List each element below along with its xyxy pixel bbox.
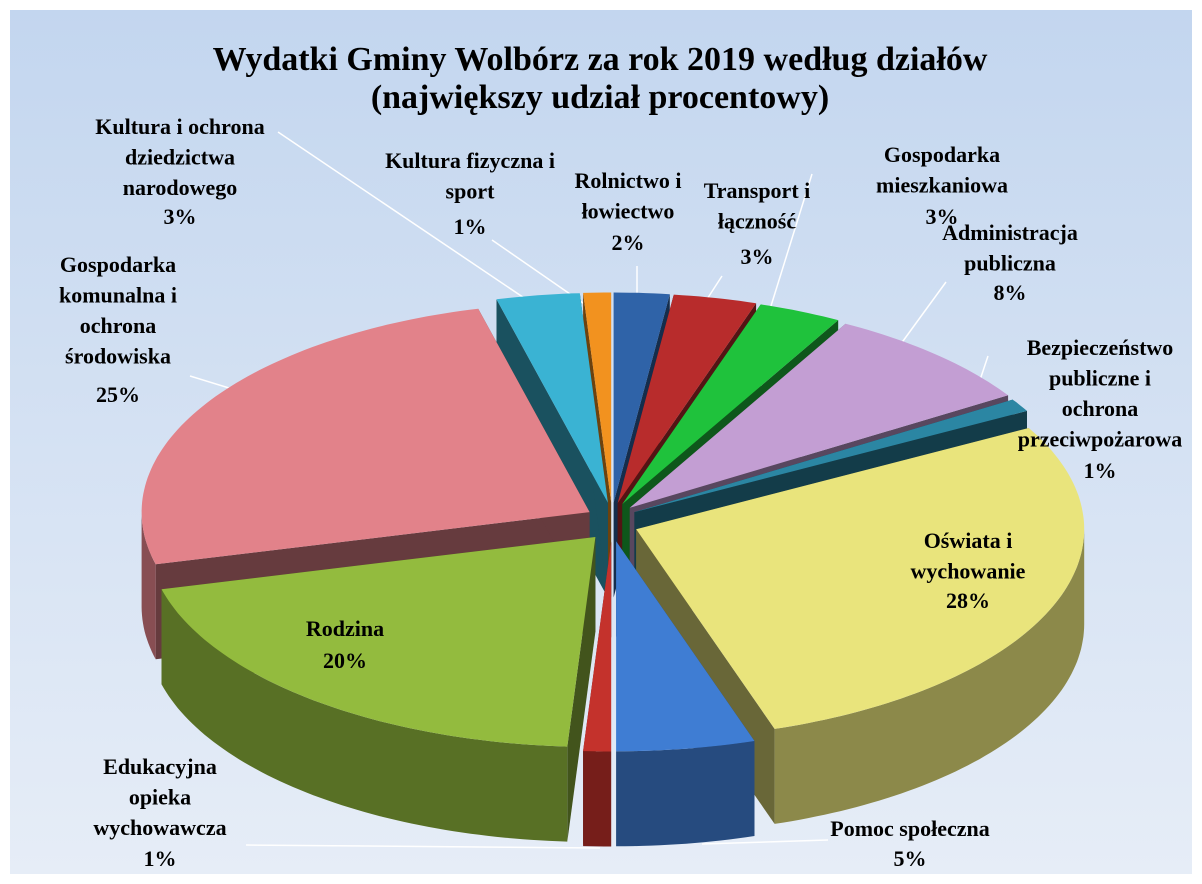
- slice: [613, 292, 670, 503]
- leader-line: [701, 839, 829, 845]
- slice-label: Pomoc społeczna: [830, 816, 989, 841]
- chart-subtitle: (największy udział procentowy): [371, 79, 829, 116]
- slice-value-label: 25%: [96, 382, 140, 407]
- leader-line: [765, 173, 813, 323]
- slice: [616, 541, 755, 752]
- slice-label: Rolnictwo i łowiectwo: [575, 168, 682, 224]
- slice-label: Kultura i ochrona dziedzictwa narodowego: [95, 114, 265, 200]
- slice: [141, 308, 590, 565]
- slice-label: Edukacyjna opieka wychowawcza: [93, 754, 226, 840]
- slice-label: Kultura fizyczna i sport: [385, 148, 555, 204]
- slice-label: Rodzina: [306, 616, 384, 641]
- leader-line: [277, 131, 546, 313]
- leader-lines: [189, 131, 989, 849]
- slice-value-label: 2%: [612, 230, 645, 255]
- slice-wall: [583, 751, 612, 847]
- slice: [583, 292, 612, 503]
- slice: [583, 541, 612, 752]
- slice-label: Bezpieczeństwo publiczne i ochrona przeciwp…: [1018, 335, 1183, 452]
- slice: [629, 323, 1009, 508]
- slice-value-label: 3%: [164, 204, 197, 229]
- pie: [141, 292, 1085, 847]
- slice-value-label: 3%: [926, 204, 959, 229]
- slice-value-label: 1%: [454, 214, 487, 239]
- slice-value-label: 20%: [323, 648, 367, 673]
- slice: [634, 399, 1027, 513]
- slice: [161, 537, 596, 747]
- slice-wall: [616, 741, 755, 847]
- slice-wall: [141, 512, 156, 660]
- slice: [617, 294, 757, 503]
- slice: [636, 428, 1085, 729]
- slice-label: Gospodarka mieszkaniowa: [876, 142, 1008, 198]
- slice-label: Gospodarka komunalna i ochrona środowiska: [59, 252, 177, 369]
- chart-title: Wydatki Gminy Wolbórz za rok 2019 według…: [213, 41, 988, 78]
- labels: Rolnictwo i łowiectwo 2% Transport i łącznoś…: [59, 114, 1182, 871]
- slice-value-label: 5%: [894, 846, 927, 871]
- slice-value-label: 8%: [994, 280, 1027, 305]
- slice-label: Administracja publiczna: [942, 220, 1078, 276]
- leader-line: [894, 281, 947, 353]
- slice-wall: [774, 529, 1085, 824]
- slice: [496, 293, 608, 503]
- slice-label: Oświata i wychowanie: [911, 528, 1026, 584]
- slice-wall: [161, 589, 568, 842]
- slice-value-label: 1%: [144, 846, 177, 871]
- leader-line: [245, 844, 601, 849]
- slice: [622, 304, 839, 505]
- slice-value-label: 1%: [1084, 458, 1117, 483]
- slice-value-label: 3%: [741, 244, 774, 269]
- slice-label: Transport i łączność: [704, 178, 811, 234]
- slice-value-label: 28%: [946, 588, 990, 613]
